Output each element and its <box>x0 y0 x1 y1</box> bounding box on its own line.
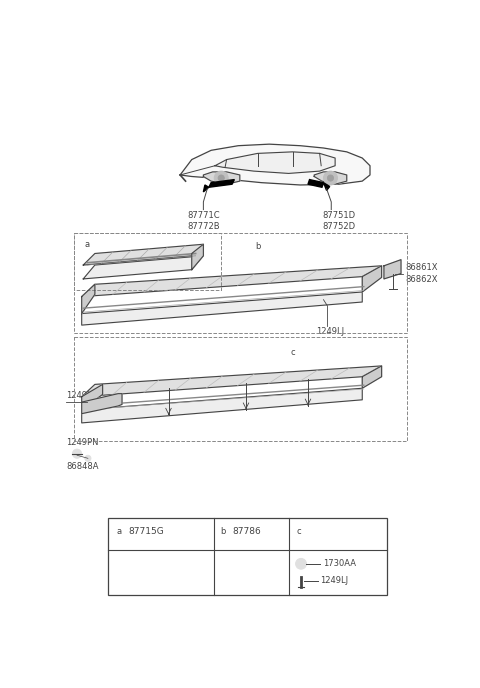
Polygon shape <box>82 394 122 413</box>
Text: 87771C
87772B: 87771C 87772B <box>187 211 220 231</box>
Polygon shape <box>215 152 335 173</box>
Bar <box>74 233 221 290</box>
Polygon shape <box>82 385 103 410</box>
Text: 86861X
86862X: 86861X 86862X <box>405 264 437 283</box>
Polygon shape <box>209 180 234 187</box>
Text: 1249LJ: 1249LJ <box>321 577 348 585</box>
Text: 87786: 87786 <box>233 527 262 536</box>
Text: a: a <box>116 527 121 536</box>
Circle shape <box>218 175 224 181</box>
Polygon shape <box>308 180 324 187</box>
Bar <box>74 233 407 333</box>
Polygon shape <box>82 266 382 297</box>
Bar <box>108 517 387 594</box>
Polygon shape <box>180 144 370 185</box>
Polygon shape <box>362 366 382 388</box>
Circle shape <box>327 175 334 181</box>
Text: 1249LJ: 1249LJ <box>316 327 344 336</box>
Circle shape <box>72 449 82 458</box>
Text: 87715G: 87715G <box>128 527 164 536</box>
Polygon shape <box>314 172 347 184</box>
Circle shape <box>85 455 91 462</box>
Text: a: a <box>84 239 90 249</box>
Text: c: c <box>296 527 301 536</box>
Text: b: b <box>255 242 260 251</box>
Circle shape <box>324 171 337 185</box>
Polygon shape <box>82 292 362 325</box>
Text: 1730AA: 1730AA <box>323 559 356 568</box>
Circle shape <box>296 559 306 569</box>
Circle shape <box>214 171 228 185</box>
Polygon shape <box>82 366 382 397</box>
Text: c: c <box>290 347 295 356</box>
Polygon shape <box>362 266 382 292</box>
Polygon shape <box>324 182 330 191</box>
Text: 87751D
87752D: 87751D 87752D <box>323 211 356 231</box>
Polygon shape <box>83 244 204 265</box>
Polygon shape <box>204 185 209 192</box>
Text: b: b <box>221 527 226 536</box>
Polygon shape <box>204 172 240 184</box>
Polygon shape <box>192 244 204 270</box>
Bar <box>74 336 407 440</box>
Polygon shape <box>82 284 95 314</box>
Text: 1249PN: 1249PN <box>66 438 99 447</box>
Polygon shape <box>83 256 204 279</box>
Polygon shape <box>82 388 362 423</box>
Text: 86848A: 86848A <box>66 462 99 471</box>
Text: 1249LQ: 1249LQ <box>66 391 98 400</box>
Polygon shape <box>384 259 401 279</box>
